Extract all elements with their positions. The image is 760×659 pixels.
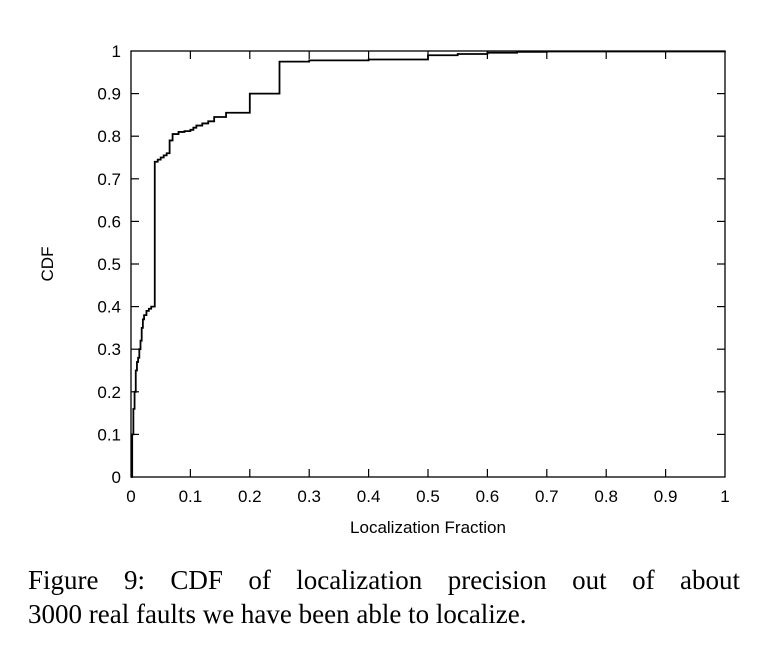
y-tick-label: 0.3	[97, 340, 121, 359]
y-tick-label: 0.9	[97, 85, 121, 104]
y-tick-label: 0.2	[97, 383, 121, 402]
x-tick-label: 1	[720, 487, 729, 506]
y-tick-label: 0	[112, 468, 121, 487]
x-tick-label: 0.6	[476, 487, 500, 506]
caption-line-2: 3000 real faults we have been able to lo…	[28, 599, 527, 629]
caption-line-1: Figure 9: CDF of localization precision …	[28, 565, 740, 595]
y-tick-label: 1	[112, 42, 121, 61]
x-tick-label: 0.7	[535, 487, 559, 506]
y-tick-label: 0.4	[97, 298, 121, 317]
cdf-series-line	[131, 50, 726, 478]
x-tick-label: 0.1	[179, 487, 203, 506]
y-tick-label: 0.6	[97, 212, 121, 231]
x-tick-label: 0	[126, 487, 135, 506]
figure-caption: Figure 9: CDF of localization precision …	[28, 563, 740, 631]
y-tick-label: 0.7	[97, 170, 121, 189]
x-tick-label: 0.3	[297, 487, 321, 506]
y-axis-ticks: 0 0.1 0.2 0.3 0.4 0.5 0.6 0.7 0.8 0.9 1	[97, 42, 725, 487]
x-tick-label: 0.4	[357, 487, 381, 506]
y-tick-label: 0.1	[97, 425, 121, 444]
x-tick-label: 0.8	[594, 487, 618, 506]
cdf-chart: 0 0.1 0.2 0.3 0.4 0.5 0.6 0.7 0.8 0.9 1 0 0.1 0.2 0.3…	[38, 42, 730, 537]
y-tick-label: 0.8	[97, 127, 121, 146]
x-tick-label: 0.2	[238, 487, 262, 506]
y-tick-label: 0.5	[97, 255, 121, 274]
x-tick-label: 0.5	[416, 487, 440, 506]
x-axis-title: Localization Fraction	[350, 518, 506, 537]
plot-frame	[130, 50, 726, 478]
x-axis-ticks: 0 0.1 0.2 0.3 0.4 0.5 0.6 0.7 0.8 0.9 1	[126, 51, 730, 506]
x-tick-label: 0.9	[654, 487, 678, 506]
y-axis-title: CDF	[38, 247, 57, 282]
